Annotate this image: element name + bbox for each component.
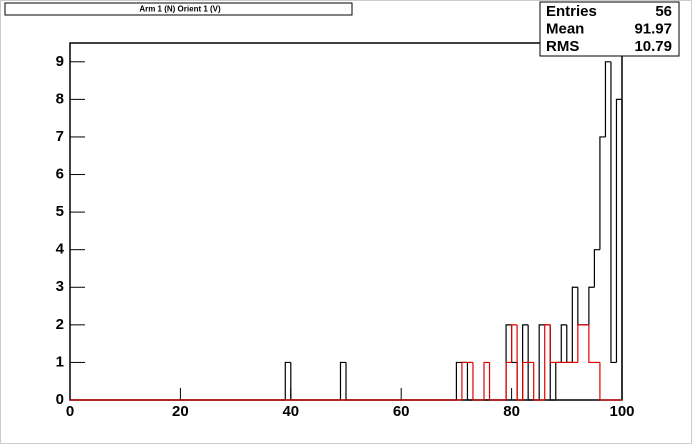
histogram-bin — [533, 362, 540, 401]
histogram-bin — [615, 98, 622, 363]
y-tick-label: 2 — [56, 316, 64, 333]
histogram-bin — [549, 324, 556, 364]
histogram-bin — [599, 136, 606, 250]
y-tick-label: 0 — [56, 391, 64, 408]
histogram-bin — [461, 361, 468, 400]
histogram-bin — [571, 286, 578, 363]
x-tick-label: 80 — [503, 403, 520, 420]
title-box — [4, 2, 353, 16]
x-tick-label: 20 — [172, 403, 189, 420]
y-tick-label: 6 — [56, 165, 64, 182]
histogram-bin — [472, 362, 479, 401]
histogram-bin — [593, 249, 600, 288]
x-tick-label: 0 — [66, 403, 74, 420]
histogram-bin — [339, 361, 346, 400]
histogram-bin — [560, 324, 567, 363]
histogram-bin — [544, 324, 551, 400]
y-tick-label: 9 — [56, 53, 64, 70]
histogram-bin — [588, 324, 595, 364]
x-tick-label: 100 — [609, 403, 634, 420]
histogram-bin — [516, 324, 523, 401]
histogram-bin — [505, 361, 512, 400]
histogram-bin — [527, 324, 534, 401]
stats-box — [539, 1, 680, 57]
y-tick-label: 3 — [56, 278, 64, 295]
stat-value: 56 — [655, 3, 672, 20]
y-tick-label: 1 — [56, 353, 64, 370]
histogram-bin — [455, 361, 462, 400]
histogram-bin — [604, 61, 611, 137]
y-tick-label: 5 — [56, 203, 64, 220]
histogram-bin — [511, 324, 518, 363]
y-tick-label: 4 — [56, 241, 65, 258]
stat-label: Mean — [546, 20, 584, 37]
stat-value: 10.79 — [634, 38, 672, 55]
histogram-bin — [488, 362, 496, 401]
histogram-bin — [522, 361, 529, 400]
histogram-bin — [466, 362, 473, 401]
y-tick-label: 8 — [56, 90, 64, 107]
histogram-bin — [588, 286, 595, 325]
histogram-bin — [538, 324, 545, 400]
stat-value: 91.97 — [634, 20, 672, 37]
x-tick-label: 60 — [393, 403, 410, 420]
chart-title: Arm 1 (N) Orient 1 (V) — [139, 5, 221, 14]
histogram-bin — [577, 324, 584, 363]
histogram-bin — [599, 362, 606, 401]
y-tick-label: 7 — [56, 128, 64, 145]
x-tick-label: 40 — [282, 403, 299, 420]
histogram-bin — [483, 361, 490, 400]
histogram-bin — [610, 61, 617, 364]
stat-label: RMS — [546, 38, 579, 55]
histogram-bin — [284, 361, 291, 400]
stat-label: Entries — [546, 3, 597, 20]
